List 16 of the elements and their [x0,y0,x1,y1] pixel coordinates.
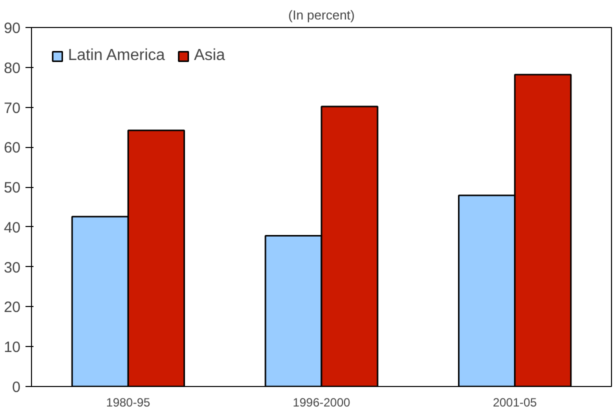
y-tick-label: 90 [4,20,21,37]
x-tick-label: 1996-2000 [292,396,351,409]
legend-label: Asia [194,47,226,65]
y-tick-label: 20 [4,299,21,316]
y-tick-label: 0 [12,379,20,396]
x-tick-label: 1980-95 [106,396,151,409]
y-tick-label: 30 [4,259,21,276]
y-tick-label: 80 [4,60,21,77]
chart-title: (In percent) [288,8,355,22]
y-tick-label: 50 [4,180,21,197]
legend-label: Latin America [68,47,165,65]
x-tick-label: 2001-05 [492,396,538,409]
y-tick-label: 60 [4,140,21,157]
y-tick-label: 40 [4,219,21,236]
y-tick-label: 10 [4,339,21,356]
y-tick-label: 70 [4,100,21,117]
